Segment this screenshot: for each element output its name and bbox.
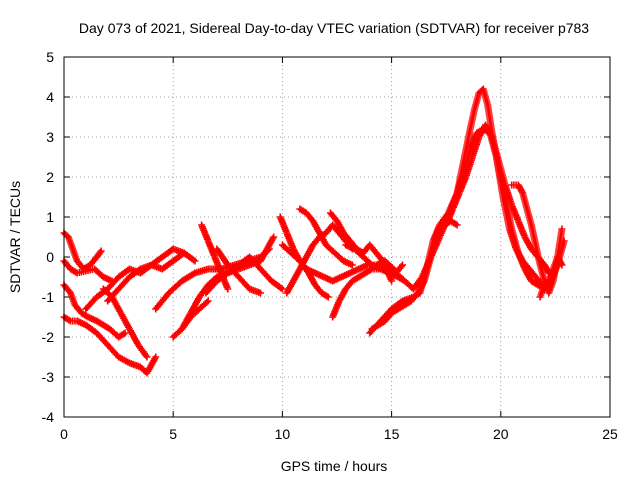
series-sat-f — [99, 285, 151, 361]
series-sat-g — [104, 249, 188, 305]
x-tick-label: 10 — [275, 426, 291, 442]
x-tick-label: 25 — [602, 426, 618, 442]
y-tick-label: 0 — [46, 249, 54, 265]
plot-border — [63, 56, 611, 418]
data-points — [60, 85, 568, 377]
series-sat-z — [536, 253, 566, 301]
y-tick-label: 3 — [46, 129, 54, 145]
y-tick-label: -2 — [42, 329, 55, 345]
x-axis-label: GPS time / hours — [281, 458, 388, 474]
data-point-marks — [296, 205, 356, 269]
data-point-marks — [213, 245, 265, 297]
y-tick-label: 2 — [46, 169, 54, 185]
y-tick-label: 4 — [46, 89, 54, 105]
data-point-marks — [99, 285, 151, 361]
x-tick-label: 5 — [169, 426, 177, 442]
chart-title: Day 073 of 2021, Sidereal Day-to-day VTE… — [79, 20, 589, 36]
x-tick-label: 20 — [493, 426, 509, 442]
data-point-marks — [442, 121, 553, 277]
y-tick-label: -3 — [42, 369, 55, 385]
series-sat-p — [283, 221, 356, 297]
y-tick-label: 1 — [46, 209, 54, 225]
y-axis-label: SDTVAR / TECUs — [7, 181, 23, 293]
series-sat-q — [296, 205, 356, 269]
series-sat-x — [442, 121, 553, 277]
y-tick-label: 5 — [46, 49, 54, 65]
series-sat-m — [213, 245, 265, 297]
data-point-marks — [283, 221, 356, 297]
data-point-marks — [536, 253, 566, 301]
y-tick-label: -4 — [42, 409, 55, 425]
axis-ticks: 0 5 10 15 20 25 -4 -3 -2 -1 0 1 2 3 4 5 — [42, 49, 618, 442]
data-point-marks — [104, 249, 188, 305]
x-tick-label: 0 — [60, 426, 68, 442]
x-tick-label: 15 — [384, 426, 400, 442]
y-tick-label: -1 — [42, 289, 55, 305]
